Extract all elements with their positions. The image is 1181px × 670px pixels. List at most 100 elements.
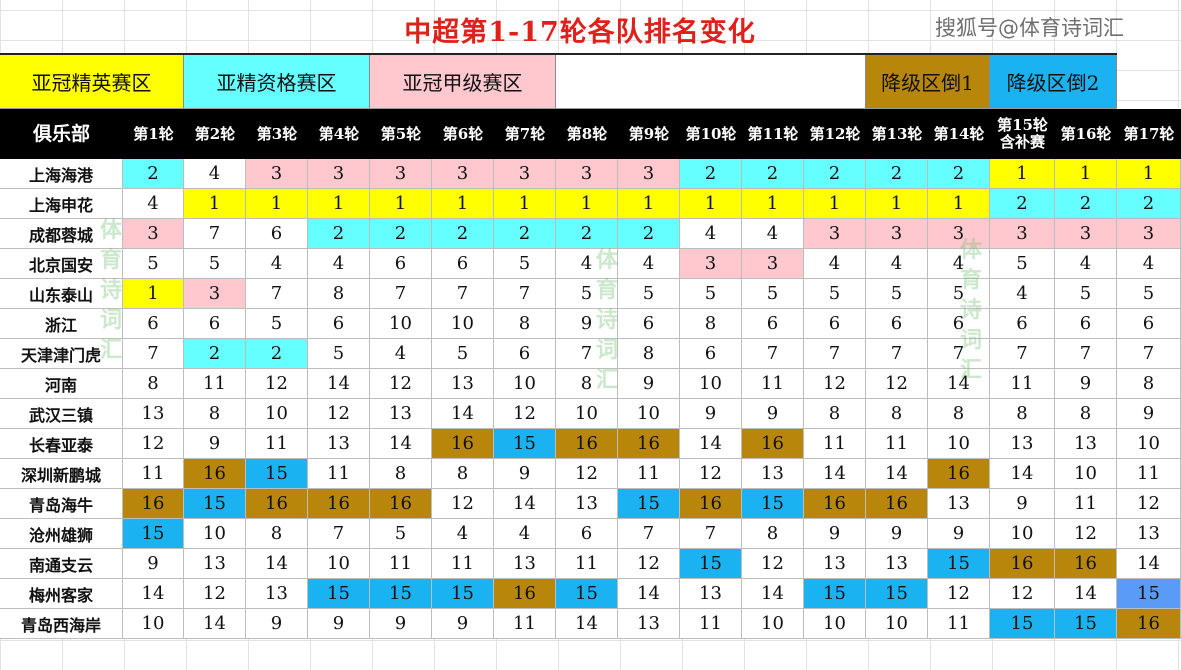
rank-cell: 16 <box>866 489 928 519</box>
rank-cell: 11 <box>742 369 804 399</box>
rank-cell: 4 <box>804 249 866 279</box>
rank-cell: 2 <box>308 219 370 249</box>
rank-cell: 6 <box>184 309 246 339</box>
rank-cell: 5 <box>1117 279 1181 309</box>
rank-cell: 14 <box>618 579 680 609</box>
rank-cell: 2 <box>370 219 432 249</box>
rank-cell: 4 <box>990 279 1055 309</box>
rank-cell: 1 <box>184 189 246 219</box>
rank-cell: 5 <box>494 249 556 279</box>
rank-cell: 2 <box>1117 189 1181 219</box>
rank-cell: 6 <box>1055 309 1117 339</box>
rank-cell: 13 <box>556 489 618 519</box>
rank-cell: 13 <box>990 429 1055 459</box>
rank-cell: 12 <box>370 369 432 399</box>
rank-cell: 1 <box>1117 159 1181 189</box>
team-name: 山东泰山 <box>0 279 123 309</box>
rank-cell: 12 <box>246 369 308 399</box>
rank-cell: 3 <box>308 159 370 189</box>
rank-cell: 2 <box>123 159 184 189</box>
brand-watermark: 搜狐号@体育诗词汇 <box>935 16 1124 40</box>
rank-cell: 14 <box>1117 549 1181 579</box>
rank-cell: 10 <box>804 609 866 639</box>
rank-cell: 12 <box>742 549 804 579</box>
rank-cell: 13 <box>618 609 680 639</box>
rank-cell: 1 <box>556 189 618 219</box>
rank-cell: 13 <box>494 549 556 579</box>
header-row <box>0 109 1181 159</box>
rank-cell: 6 <box>680 339 742 369</box>
legend-zone-6: 降级区倒2 <box>990 55 1117 108</box>
rank-cell: 8 <box>370 459 432 489</box>
team-name: 上海申花 <box>0 189 123 219</box>
rank-cell: 8 <box>866 399 928 429</box>
header-round-2: 第2轮 <box>194 124 236 143</box>
rank-cell: 15 <box>742 489 804 519</box>
rank-cell: 3 <box>618 159 680 189</box>
rank-cell: 11 <box>866 429 928 459</box>
rank-cell: 16 <box>308 489 370 519</box>
rank-cell: 13 <box>370 399 432 429</box>
rank-cell: 1 <box>804 189 866 219</box>
rank-cell: 2 <box>246 339 308 369</box>
rank-cell: 10 <box>494 369 556 399</box>
rank-cell: 6 <box>618 309 680 339</box>
rank-cell: 12 <box>804 369 866 399</box>
rank-cell: 2 <box>184 339 246 369</box>
rank-cell: 16 <box>680 489 742 519</box>
rank-cell: 2 <box>680 159 742 189</box>
rank-cell: 5 <box>246 309 308 339</box>
rank-cell: 11 <box>990 369 1055 399</box>
rank-cell: 8 <box>246 519 308 549</box>
rank-cell: 9 <box>804 519 866 549</box>
rank-cell: 16 <box>618 429 680 459</box>
rank-cell: 3 <box>184 279 246 309</box>
rank-cell: 12 <box>1055 519 1117 549</box>
rank-cell: 13 <box>246 579 308 609</box>
rank-cell: 10 <box>184 519 246 549</box>
rank-cell: 1 <box>494 189 556 219</box>
rank-cell: 14 <box>246 549 308 579</box>
rank-cell: 15 <box>556 579 618 609</box>
rank-cell: 11 <box>928 609 990 639</box>
rank-cell: 2 <box>1055 189 1117 219</box>
rank-cell: 3 <box>742 249 804 279</box>
rank-cell: 9 <box>432 609 494 639</box>
rank-cell: 16 <box>556 429 618 459</box>
team-name: 武汉三镇 <box>0 399 123 429</box>
rank-cell: 11 <box>308 459 370 489</box>
rank-cell: 16 <box>432 429 494 459</box>
rank-cell: 5 <box>680 279 742 309</box>
rank-cell: 5 <box>1055 279 1117 309</box>
rank-cell: 4 <box>928 249 990 279</box>
rank-cell: 11 <box>1117 459 1181 489</box>
rank-cell: 1 <box>866 189 928 219</box>
rank-cell: 12 <box>432 489 494 519</box>
team-name: 梅州客家 <box>0 579 123 609</box>
rank-cell: 12 <box>184 579 246 609</box>
rank-cell: 3 <box>432 159 494 189</box>
header-round-7: 第7轮 <box>504 124 546 143</box>
header-round-15: 第15轮 含补赛 <box>997 116 1048 151</box>
rank-cell: 9 <box>1117 399 1181 429</box>
rank-cell: 6 <box>990 309 1055 339</box>
rank-cell: 8 <box>680 309 742 339</box>
rank-cell: 6 <box>246 219 308 249</box>
rank-cell: 1 <box>680 189 742 219</box>
rank-cell: 15 <box>680 549 742 579</box>
rank-cell: 3 <box>1055 219 1117 249</box>
rank-cell: 10 <box>928 429 990 459</box>
legend-zone-2: 亚精资格赛区 <box>184 55 370 108</box>
rank-cell: 1 <box>432 189 494 219</box>
rank-cell: 16 <box>928 459 990 489</box>
rank-cell: 9 <box>308 609 370 639</box>
rank-cell: 15 <box>990 609 1055 639</box>
rank-cell: 8 <box>990 399 1055 429</box>
rank-cell: 15 <box>123 519 184 549</box>
rank-cell: 5 <box>123 249 184 279</box>
rank-cell: 8 <box>804 399 866 429</box>
rank-cell: 3 <box>556 159 618 189</box>
rank-cell: 6 <box>123 309 184 339</box>
rank-cell: 13 <box>680 579 742 609</box>
